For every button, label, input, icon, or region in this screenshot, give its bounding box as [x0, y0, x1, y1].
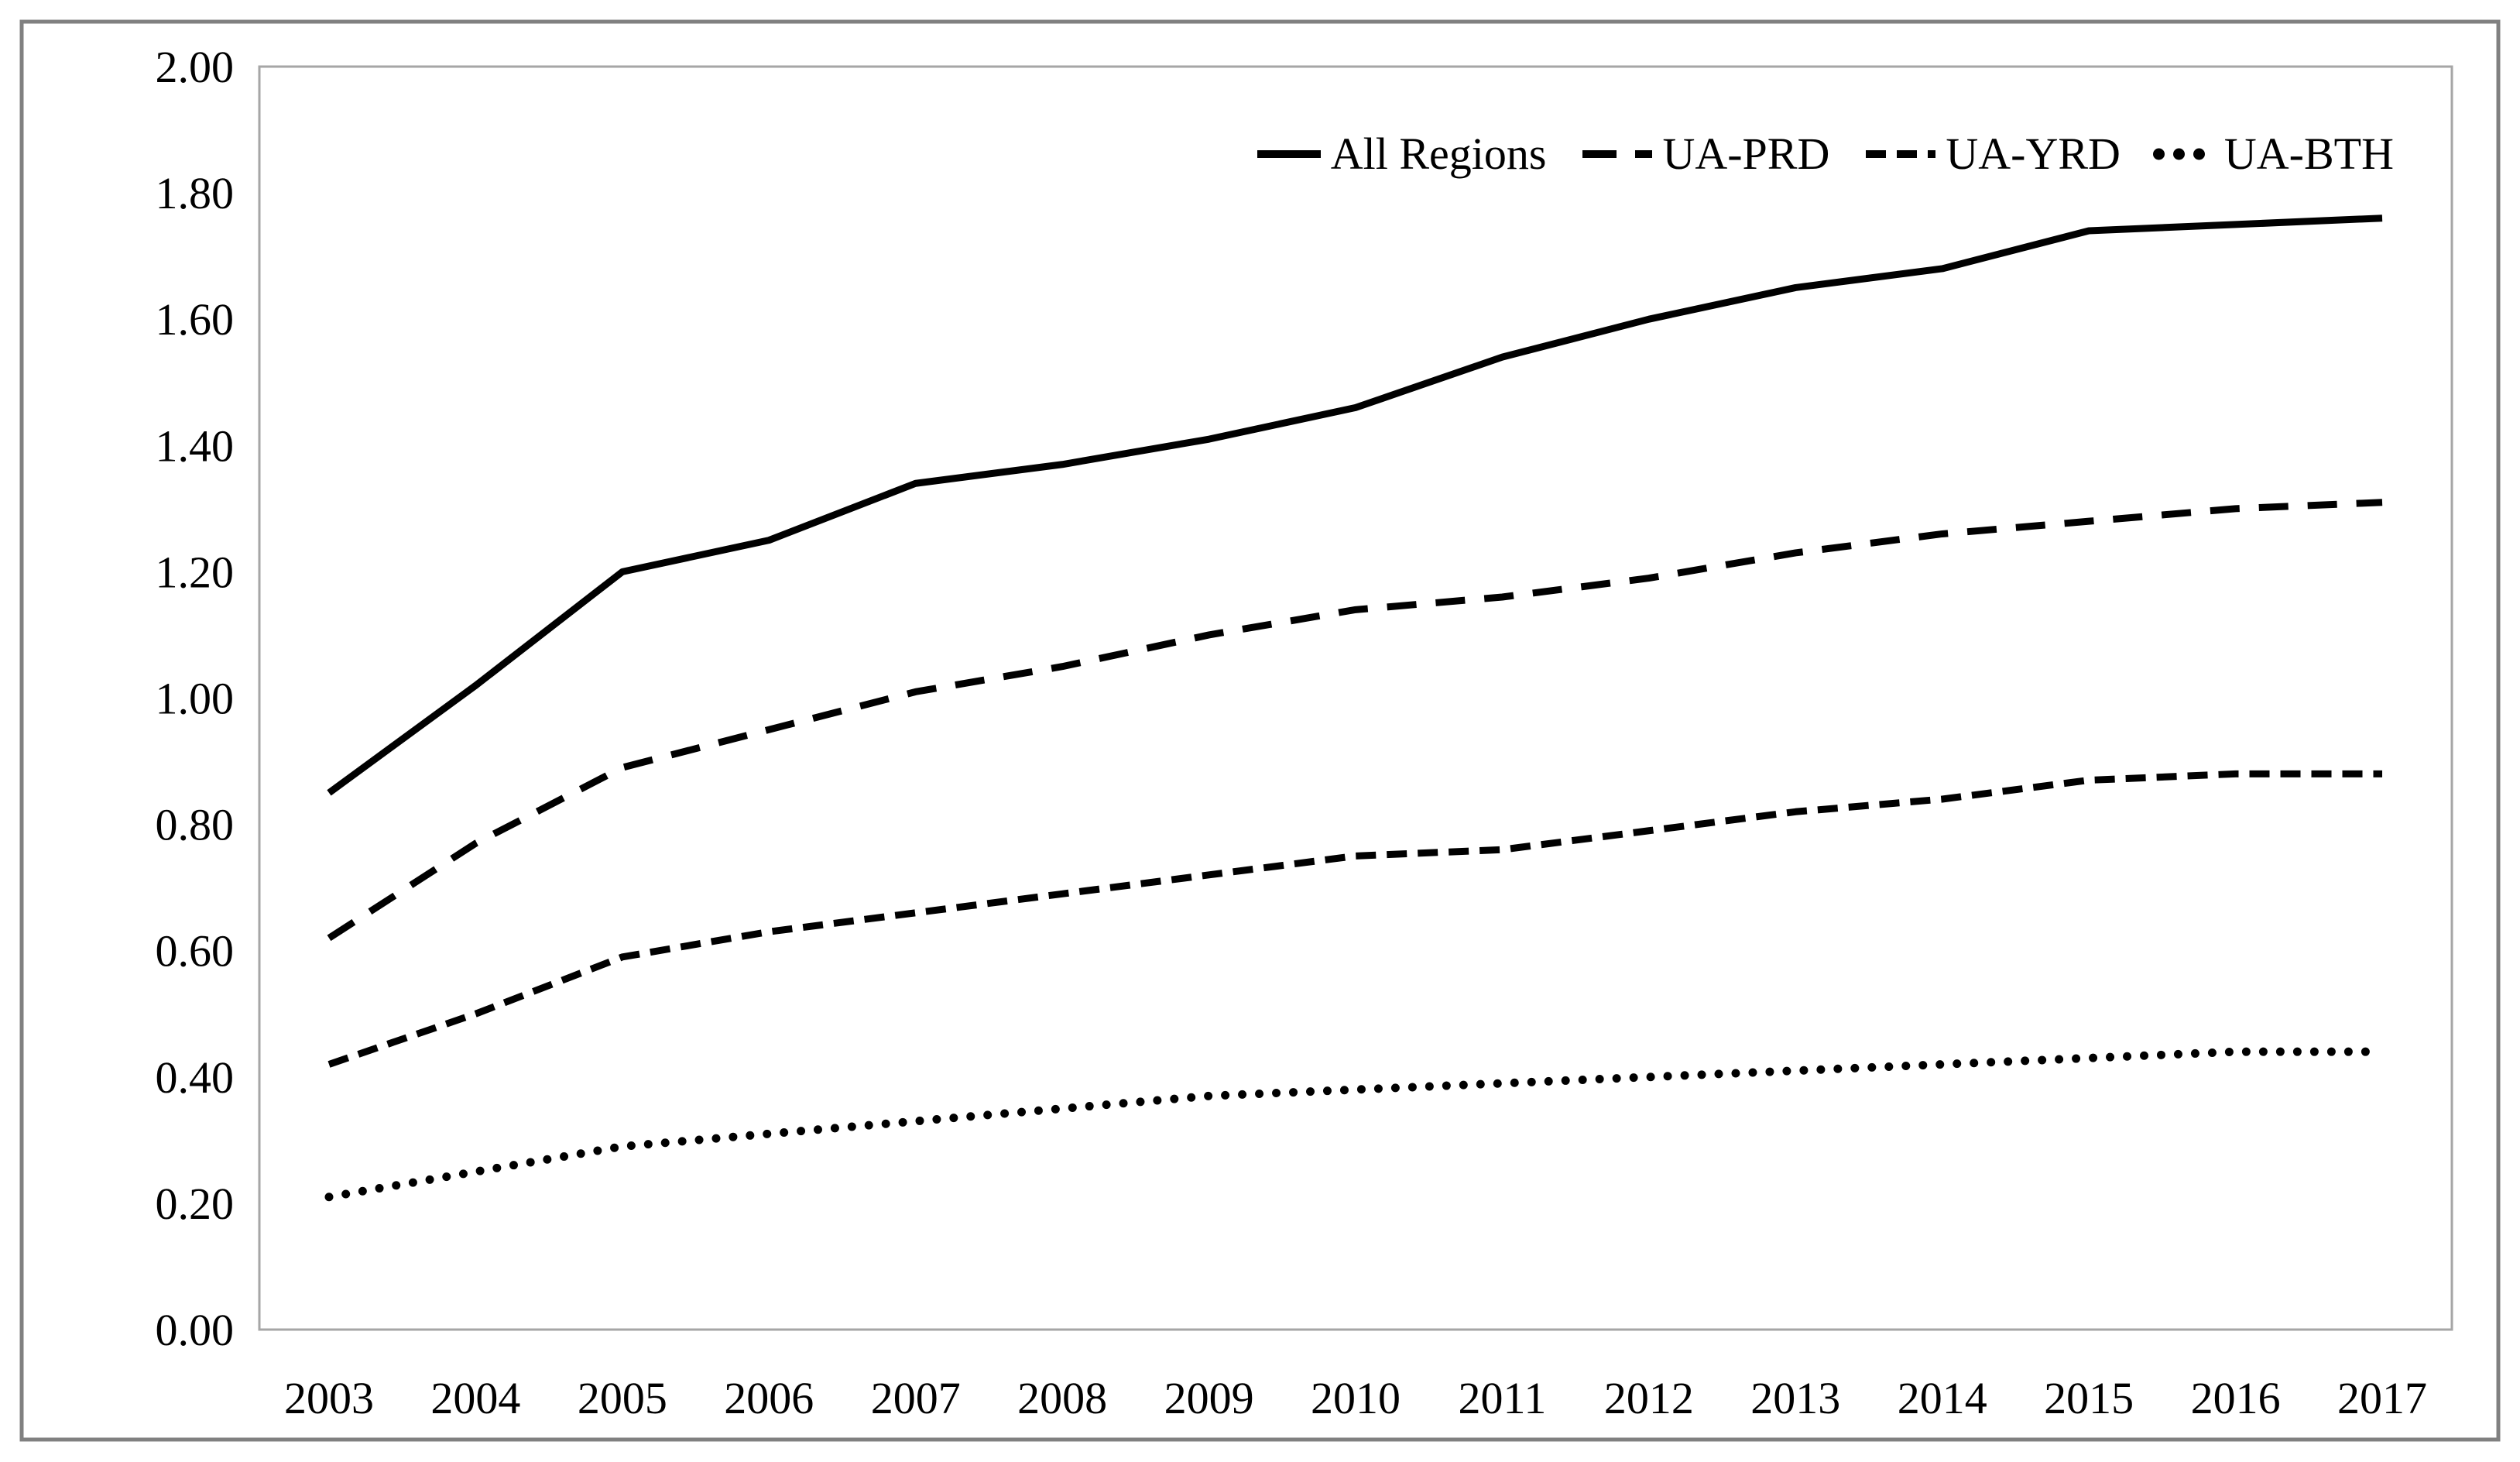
series-line-all-regions [327, 214, 2383, 796]
x-axis-tick-label: 2008 [1017, 1373, 1107, 1423]
series-line-ua-prd [327, 499, 2383, 942]
legend-label: UA-BTH [2223, 129, 2394, 179]
y-axis-tick-label: 1.40 [156, 420, 235, 471]
x-axis-tick-label: 2012 [1604, 1373, 1694, 1423]
x-axis-tick-label: 2015 [2044, 1373, 2134, 1423]
legend-label: All Regions [1330, 129, 1547, 179]
y-axis-tick-label: 0.40 [156, 1052, 235, 1103]
x-axis-tick-label: 2016 [2191, 1373, 2281, 1423]
x-axis-tick-label: 2017 [2337, 1373, 2427, 1423]
legend-label: UA-PRD [1662, 129, 1830, 179]
y-axis-tick-label: 2.00 [156, 42, 235, 92]
y-axis-tick-label: 1.60 [156, 294, 235, 345]
y-axis-tick-label: 1.80 [156, 168, 235, 218]
x-axis-tick-label: 2014 [1898, 1373, 1987, 1423]
x-axis-tick-label: 2005 [578, 1373, 667, 1423]
legend-line-sample-dash-short [1866, 150, 1936, 158]
x-axis-tick-label: 2004 [430, 1373, 520, 1423]
legend-item-ua-bth: UA-BTH [2152, 129, 2394, 179]
legend-line-sample-solid [1257, 150, 1321, 158]
legend-line-sample-dash-long [1582, 150, 1653, 158]
legend-item-ua-prd: UA-PRD [1579, 132, 1829, 177]
plot-area-border [258, 65, 2453, 1331]
y-axis-tick-label: 0.00 [156, 1305, 235, 1355]
legend: All Regions UA-PRD UA-YRD UA-BTH [1253, 129, 2394, 180]
legend-item-all-regions: All Regions [1253, 129, 1547, 179]
y-axis-tick-label: 1.00 [156, 674, 235, 724]
figure-border [19, 19, 2501, 1442]
legend-line-sample-dot [2152, 148, 2218, 160]
legend-label: UA-YRD [1946, 129, 2121, 179]
x-axis-tick-label: 2011 [1459, 1373, 1547, 1423]
y-axis-tick-label: 1.20 [156, 547, 235, 597]
series-line-ua-yrd [327, 770, 2383, 1068]
series-line-ua-bth [324, 1047, 2387, 1202]
x-axis-tick-label: 2009 [1164, 1373, 1254, 1423]
x-axis-tick-label: 2013 [1750, 1373, 1840, 1423]
y-axis-tick-label: 0.60 [156, 926, 235, 976]
x-axis-tick-label: 2006 [724, 1373, 814, 1423]
x-axis-tick-label: 2007 [871, 1373, 961, 1423]
y-axis-tick-label: 0.80 [156, 800, 235, 850]
y-axis-tick-label: 0.20 [156, 1179, 235, 1229]
x-axis-tick-label: 2010 [1311, 1373, 1401, 1423]
legend-item-ua-yrd: UA-YRD [1862, 132, 2121, 177]
x-axis-tick-label: 2003 [284, 1373, 374, 1423]
